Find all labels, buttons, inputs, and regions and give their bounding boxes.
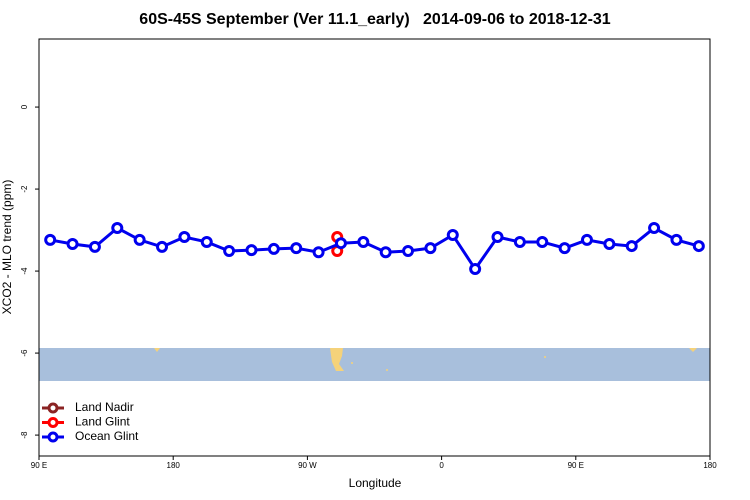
data-point — [648, 222, 661, 235]
chart-title: 60S-45S September (Ver 11.1_early) 2014-… — [139, 11, 611, 28]
data-point — [334, 237, 347, 250]
legend-label: Land Nadir — [75, 400, 134, 414]
data-point — [379, 246, 392, 259]
data-point — [223, 244, 236, 257]
x-axis-label: Longitude — [349, 476, 402, 490]
y-tick-label: -8 — [20, 431, 29, 439]
x-tick-label: 90 E — [31, 461, 47, 470]
x-tick-label: 180 — [703, 461, 717, 470]
y-tick-label: -4 — [20, 267, 29, 275]
y-tick-label: -2 — [20, 185, 29, 193]
data-point — [580, 233, 593, 246]
data-point — [692, 240, 705, 253]
data-point — [536, 235, 549, 248]
x-tick-label: 90 W — [298, 461, 317, 470]
data-point — [603, 238, 616, 251]
data-point — [446, 228, 459, 241]
legend-marker — [47, 431, 59, 443]
data-point — [44, 233, 57, 246]
data-point — [245, 244, 258, 257]
x-tick-label: 180 — [167, 461, 181, 470]
data-point — [424, 242, 437, 255]
data-point — [670, 233, 683, 246]
data-point — [111, 222, 124, 235]
data-point — [178, 231, 191, 244]
map-strip — [39, 348, 710, 381]
data-point — [469, 263, 482, 276]
legend-marker — [47, 417, 59, 428]
data-point — [200, 235, 213, 248]
data-point — [513, 235, 526, 248]
plot-frame — [38, 38, 711, 457]
data-point — [558, 242, 571, 255]
legend-marker — [47, 402, 59, 414]
y-axis-label: XCO2 - MLO trend (ppm) — [0, 180, 14, 315]
x-tick-label: 90 E — [568, 461, 584, 470]
data-point — [88, 240, 101, 253]
data-point — [66, 238, 79, 251]
data-point — [625, 240, 638, 253]
x-tick-label: 0 — [439, 461, 444, 470]
data-point — [290, 242, 303, 255]
y-tick-label: 0 — [20, 104, 29, 109]
data-point — [133, 233, 146, 246]
data-point — [491, 231, 504, 244]
data-point — [312, 246, 325, 259]
series-line — [49, 226, 700, 272]
data-point — [357, 235, 370, 248]
y-tick-label: -6 — [20, 349, 29, 357]
legend-label: Land Glint — [75, 415, 130, 429]
data-point — [402, 244, 415, 257]
legend-label: Ocean Glint — [75, 429, 139, 443]
data-point — [156, 240, 169, 253]
data-point — [267, 242, 280, 255]
